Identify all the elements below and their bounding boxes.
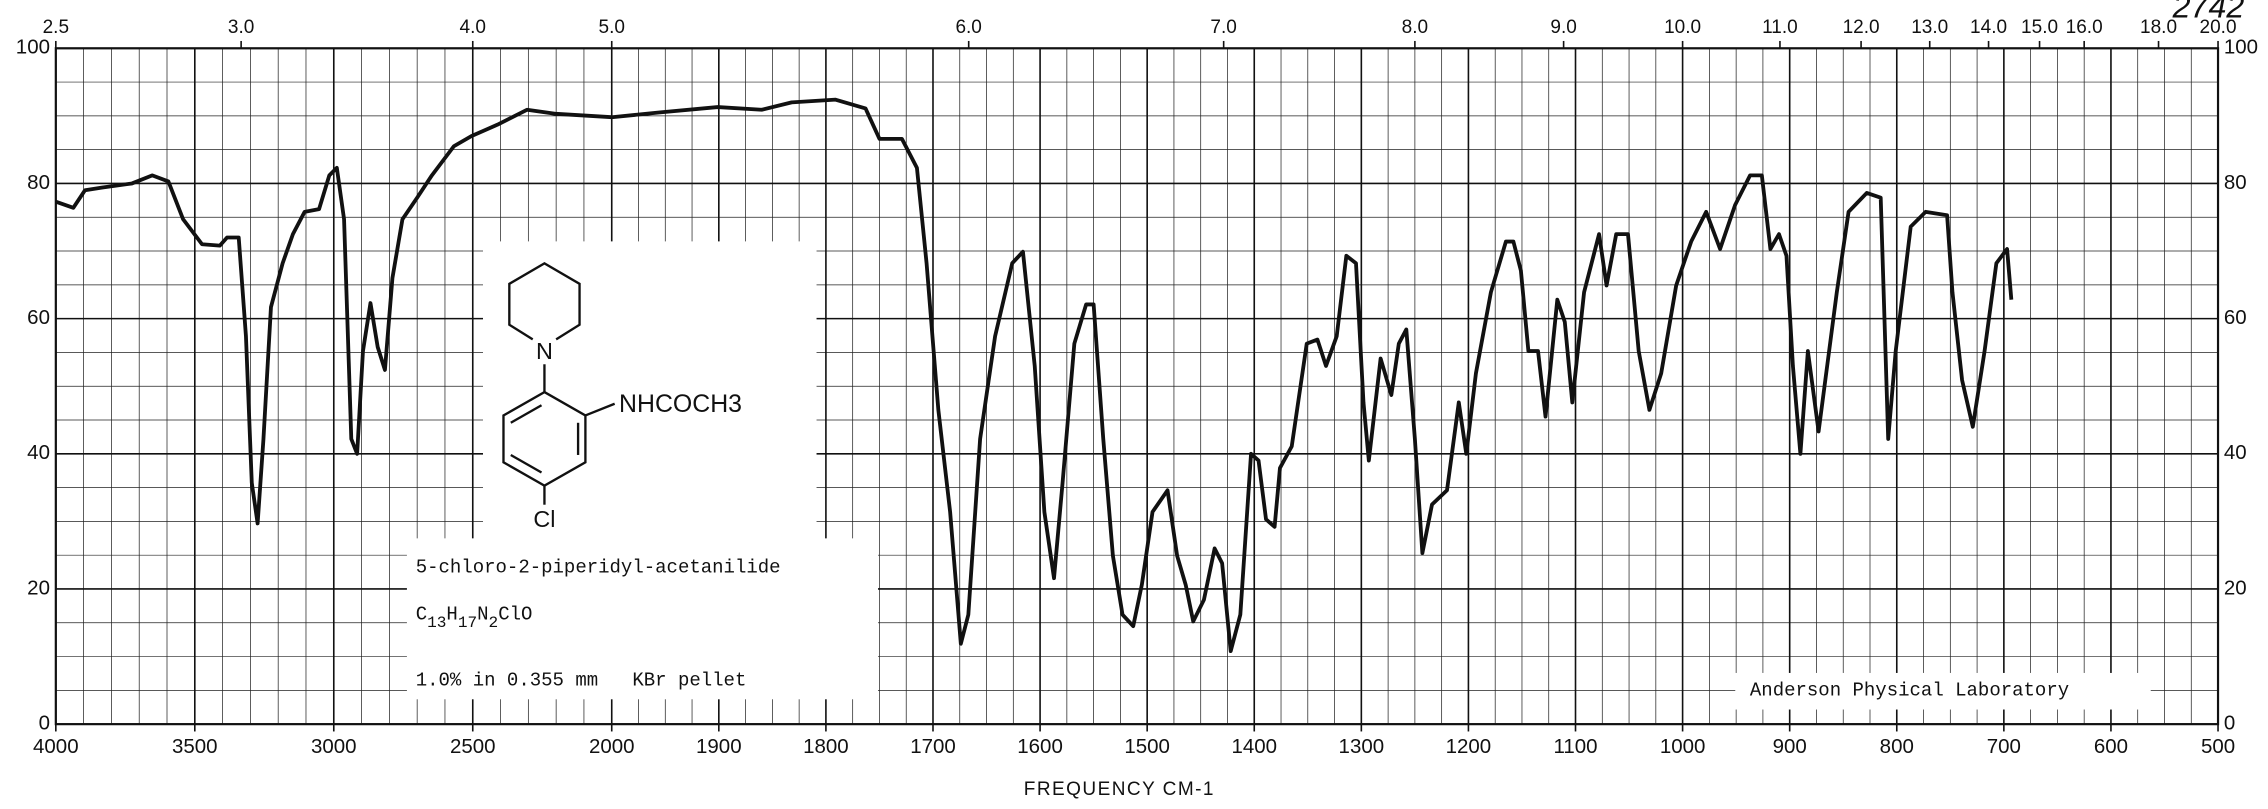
y-tick-label: 40 (27, 441, 50, 464)
y2-tick-label: 100 (2224, 36, 2258, 59)
x-tick-label: 2000 (589, 735, 635, 758)
plot-frame (54, 47, 2220, 726)
x-tick-label: 900 (1773, 735, 1807, 758)
structure-substituent: NHCOCH3 (619, 390, 742, 418)
structure-atom: N (536, 338, 553, 364)
formula-subscript: 13 (427, 614, 446, 632)
x-tick-label: 700 (1987, 735, 2021, 758)
overlay: N NHCOCH3 Cl 5-chloro-2-piperidyl-acetan… (406, 0, 2245, 800)
y-tick-label: 60 (27, 306, 50, 329)
x2-tick-label: 12.0 (1843, 17, 1880, 38)
curve-layer (55, 97, 2014, 654)
x2-tick-label: 10.0 (1664, 17, 1701, 38)
y-tick-label: 80 (27, 171, 50, 194)
spectrum-line (55, 97, 2014, 654)
y-tick-label: 100 (16, 36, 50, 59)
x-tick-label: 1300 (1339, 735, 1385, 758)
x2-tick-label: 13.0 (1911, 17, 1948, 38)
x-tick-label: 1700 (910, 735, 956, 758)
structure-background (482, 241, 817, 542)
x-tick-label: 3000 (311, 735, 357, 758)
x2-tick-label: 9.0 (1550, 17, 1576, 38)
x2-tick-label: 6.0 (955, 17, 981, 38)
formula-element: ClO (498, 603, 532, 625)
x2-tick-label: 8.0 (1402, 17, 1428, 38)
lab-name: Anderson Physical Laboratory (1750, 680, 2069, 702)
x2-tick-label: 2.5 (43, 17, 69, 38)
x2-tick-label: 18.0 (2140, 17, 2177, 38)
y2-tick-label: 0 (2224, 712, 2235, 735)
formula-subscript: 17 (458, 614, 477, 632)
sheet-number: 2742 (2172, 0, 2245, 24)
x-tick-label: 800 (1880, 735, 1914, 758)
formula-subscript: 2 (489, 614, 499, 632)
x-tick-label: 1200 (1446, 735, 1492, 758)
x-tick-label: 1100 (1554, 735, 1598, 758)
structure-drawing (502, 261, 616, 505)
x-axis-label: FREQUENCY CM-1 (1024, 779, 1215, 800)
x-tick-label: 1400 (1231, 735, 1277, 758)
formula-element: N (477, 603, 488, 625)
x-tick-label: 1000 (1660, 735, 1706, 758)
x-tick-label: 3500 (172, 735, 218, 758)
x2-tick-label: 14.0 (1970, 17, 2007, 38)
x-tick-label: 500 (2201, 735, 2235, 758)
x2-tick-label: 11.0 (1762, 17, 1798, 38)
x2-tick-label: 5.0 (599, 17, 625, 38)
y2-tick-label: 20 (2224, 576, 2247, 599)
x2-tick-label: 3.0 (228, 17, 254, 38)
grid-layer: 4000 3500 3000 2500 2000 1900 1800 1700 1600 1500… (16, 17, 2258, 758)
x2-tick-label: 20.0 (2200, 17, 2237, 38)
info-box (406, 538, 878, 700)
y2-tick-label: 40 (2224, 441, 2247, 464)
x-tick-label: 1500 (1124, 735, 1170, 758)
y-tick-label: 20 (27, 576, 50, 599)
x2-tick-label: 16.0 (2066, 17, 2103, 38)
y2-tick-label: 60 (2224, 306, 2247, 329)
sample-info: 1.0% in 0.355 mm KBr pellet (416, 669, 747, 691)
x-tick-label: 1900 (696, 735, 742, 758)
structure-halogen: Cl (533, 506, 555, 532)
x2-tick-label: 4.0 (460, 17, 486, 38)
y-tick-label: 0 (39, 712, 50, 735)
x-tick-label: 600 (2094, 735, 2128, 758)
x-tick-label: 2500 (450, 735, 496, 758)
formula-element: C (416, 603, 427, 625)
y2-tick-label: 80 (2224, 171, 2247, 194)
x-tick-label: 4000 (33, 735, 79, 758)
lab-box (1735, 672, 2151, 710)
x2-tick-label: 7.0 (1210, 17, 1236, 38)
x-tick-label: 1800 (803, 735, 849, 758)
x-tick-label: 1600 (1017, 735, 1063, 758)
formula: C13H17N2ClO (416, 603, 533, 632)
compound-name: 5-chloro-2-piperidyl-acetanilide (416, 557, 781, 579)
formula-element: H (446, 603, 457, 625)
x2-tick-label: 15.0 (2021, 17, 2058, 38)
